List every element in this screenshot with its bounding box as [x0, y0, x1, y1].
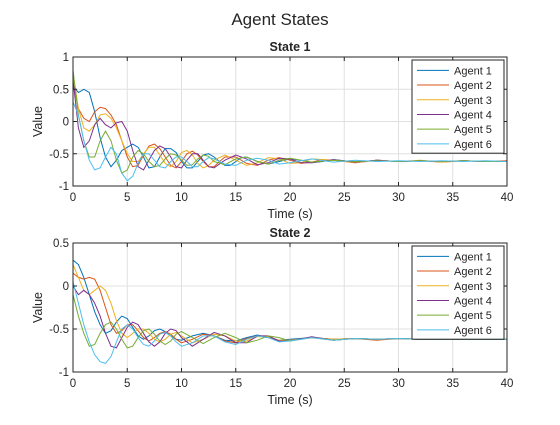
legend-box — [411, 245, 505, 340]
x-tick-label: 30 — [392, 192, 405, 204]
x-tick-label: 40 — [501, 192, 514, 204]
x-tick-label: 15 — [229, 192, 242, 204]
legend-label-agent-6: Agent 6 — [454, 139, 492, 151]
x-tick-label: 0 — [70, 192, 76, 204]
y-tick-label: -1 — [59, 367, 69, 379]
plot-title: State 1 — [270, 40, 311, 54]
x-tick-label: 25 — [338, 192, 351, 204]
legend-label-agent-5: Agent 5 — [454, 310, 492, 322]
series-line-agent-6 — [72, 281, 507, 364]
plot-2: 0 5 10 15 20 25 30 35 40 -1 -0.5 0 0.5 State 2 Time (s… — [31, 226, 513, 407]
x-tick-label: 20 — [284, 378, 297, 390]
x-tick-label: 5 — [124, 192, 130, 204]
x-axis-label: Time (s) — [267, 207, 312, 221]
y-axis-label: Value — [31, 106, 45, 137]
legend-label-agent-4: Agent 4 — [454, 295, 492, 307]
legend-label-agent-4: Agent 4 — [454, 109, 492, 121]
y-tick-label: 1 — [63, 52, 69, 64]
y-tick-label: 0.5 — [53, 238, 69, 250]
legend-label-agent-1: Agent 1 — [454, 251, 492, 263]
plot-title: State 2 — [270, 226, 311, 240]
legend-label-agent-1: Agent 1 — [454, 65, 492, 77]
x-tick-label: 35 — [446, 378, 459, 390]
y-tick-label: -1 — [59, 181, 69, 193]
legend-label-agent-6: Agent 6 — [454, 325, 492, 337]
legend-label-agent-2: Agent 2 — [454, 266, 492, 278]
legend-label-agent-2: Agent 2 — [454, 80, 492, 92]
series-line-agent-6 — [72, 101, 508, 182]
x-tick-label: 25 — [338, 378, 351, 390]
y-tick-label: 0 — [63, 281, 69, 293]
x-tick-label: 15 — [229, 378, 242, 390]
x-tick-label: 30 — [392, 378, 405, 390]
x-axis-label: Time (s) — [267, 393, 312, 407]
legend-label-agent-3: Agent 3 — [454, 95, 492, 107]
y-tick-label: 0 — [63, 117, 69, 129]
y-tick-label: -0.5 — [49, 324, 69, 336]
x-tick-label: 10 — [175, 192, 188, 204]
x-tick-label: 35 — [446, 192, 459, 204]
x-tick-label: 20 — [284, 192, 297, 204]
x-tick-label: 5 — [124, 378, 130, 390]
x-tick-label: 40 — [501, 378, 514, 390]
legend-box — [411, 59, 505, 154]
legend-label-agent-5: Agent 5 — [454, 124, 492, 136]
plot-1: 0 5 10 15 20 25 30 35 40 -1 -0.5 0 0.5 1 State 1 Time (… — [31, 40, 513, 221]
series-line-agent-3 — [72, 73, 507, 169]
figure-title: Agent States — [231, 10, 328, 29]
x-tick-label: 0 — [70, 378, 76, 390]
series-line-agent-5 — [72, 69, 507, 174]
legend-label-agent-3: Agent 3 — [454, 281, 492, 293]
y-tick-label: -0.5 — [49, 149, 69, 161]
legend: Agent 1 Agent 2 Agent 3 Agent 4 Agent 5 Agent… — [411, 59, 505, 154]
y-tick-label: 0.5 — [53, 84, 69, 96]
x-tick-label: 10 — [175, 378, 188, 390]
y-axis-label: Value — [31, 292, 45, 323]
legend: Agent 1 Agent 2 Agent 3 Agent 4 Agent 5 Agent… — [411, 245, 505, 340]
